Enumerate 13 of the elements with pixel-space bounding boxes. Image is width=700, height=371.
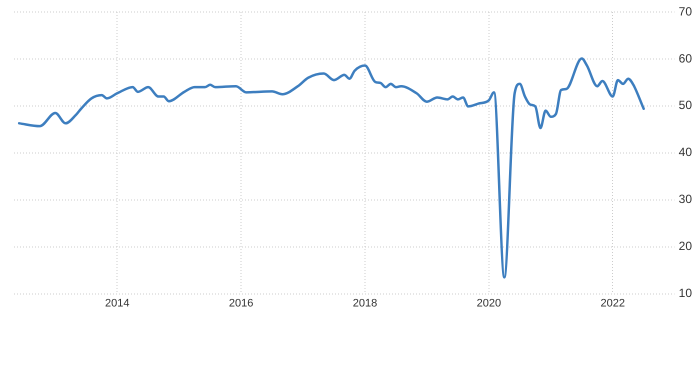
y-tick-label: 70 <box>678 4 692 18</box>
y-tick-label: 50 <box>678 98 692 112</box>
x-tick-label: 2018 <box>352 297 378 310</box>
y-tick-label: 30 <box>678 192 692 206</box>
y-tick-label: 40 <box>678 145 692 160</box>
line-series <box>18 57 645 279</box>
y-tick-label: 60 <box>678 51 692 66</box>
x-tick-label: 2014 <box>104 297 130 310</box>
x-tick-label: 2022 <box>600 297 625 310</box>
x-tick-label: 2020 <box>476 297 502 310</box>
x-tick-label: 2016 <box>228 297 254 310</box>
y-tick-label: 20 <box>678 239 692 254</box>
y-tick-label: 10 <box>678 286 692 300</box>
